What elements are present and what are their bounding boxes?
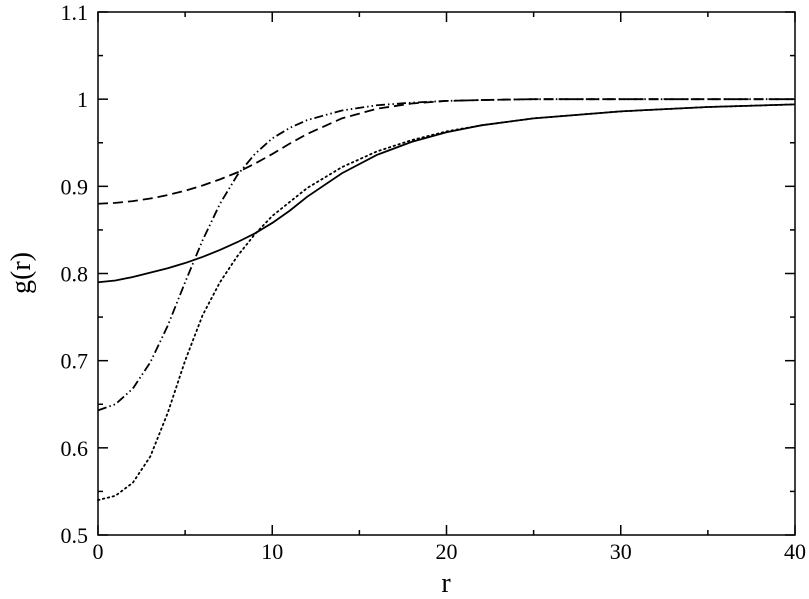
x-axis-label: r xyxy=(441,568,451,599)
y-tick-label: 0.9 xyxy=(61,174,89,199)
y-tick-label: 0.5 xyxy=(61,523,89,548)
series-line xyxy=(97,98,795,412)
plot-frame xyxy=(97,11,796,536)
x-tick-label: 10 xyxy=(261,539,283,564)
x-tick-label: 0 xyxy=(93,539,104,564)
y-tick-label: 0.7 xyxy=(61,349,89,374)
y-tick-label: 0.8 xyxy=(61,262,89,287)
y-tick-label: 0.6 xyxy=(61,436,89,461)
x-tick-label: 40 xyxy=(784,539,806,564)
y-axis-label: g(r) xyxy=(6,252,37,294)
y-tick-label: 1.1 xyxy=(61,0,89,25)
series-line xyxy=(97,98,795,205)
x-tick-label: 30 xyxy=(610,539,632,564)
series-line xyxy=(97,103,796,502)
y-tick-label: 1 xyxy=(77,87,88,112)
x-tick-label: 20 xyxy=(436,539,458,564)
